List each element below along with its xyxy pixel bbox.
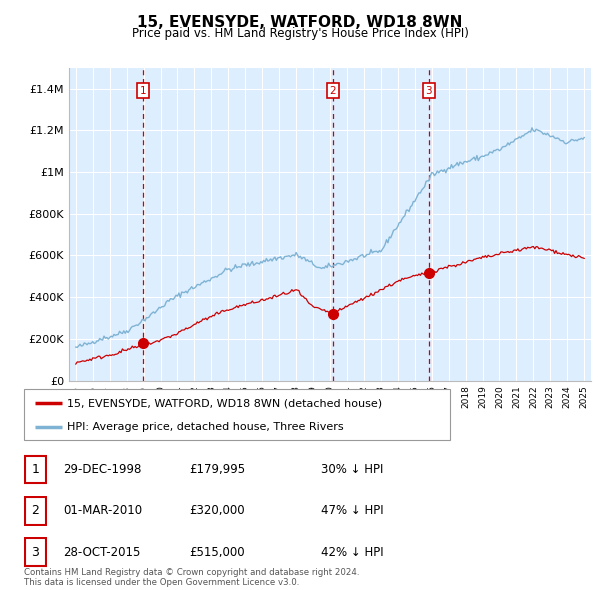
Text: 28-OCT-2015: 28-OCT-2015 [63,546,140,559]
Text: 3: 3 [31,546,40,559]
Text: 15, EVENSYDE, WATFORD, WD18 8WN (detached house): 15, EVENSYDE, WATFORD, WD18 8WN (detache… [67,398,382,408]
Text: HPI: Average price, detached house, Three Rivers: HPI: Average price, detached house, Thre… [67,422,343,432]
Text: 15, EVENSYDE, WATFORD, WD18 8WN: 15, EVENSYDE, WATFORD, WD18 8WN [137,15,463,30]
Text: 1: 1 [31,463,40,476]
Text: 29-DEC-1998: 29-DEC-1998 [63,463,142,476]
Text: £179,995: £179,995 [189,463,245,476]
Text: £320,000: £320,000 [189,504,245,517]
Text: Contains HM Land Registry data © Crown copyright and database right 2024.
This d: Contains HM Land Registry data © Crown c… [24,568,359,587]
Text: 1: 1 [140,86,147,96]
Text: 30% ↓ HPI: 30% ↓ HPI [321,463,383,476]
Text: 2: 2 [31,504,40,517]
FancyBboxPatch shape [24,389,450,440]
FancyBboxPatch shape [25,456,46,483]
Text: 01-MAR-2010: 01-MAR-2010 [63,504,142,517]
Text: £515,000: £515,000 [189,546,245,559]
Text: 2: 2 [329,86,336,96]
Text: 47% ↓ HPI: 47% ↓ HPI [321,504,383,517]
Text: 3: 3 [425,86,432,96]
FancyBboxPatch shape [25,497,46,525]
Text: Price paid vs. HM Land Registry's House Price Index (HPI): Price paid vs. HM Land Registry's House … [131,27,469,40]
FancyBboxPatch shape [25,539,46,566]
Text: 42% ↓ HPI: 42% ↓ HPI [321,546,383,559]
